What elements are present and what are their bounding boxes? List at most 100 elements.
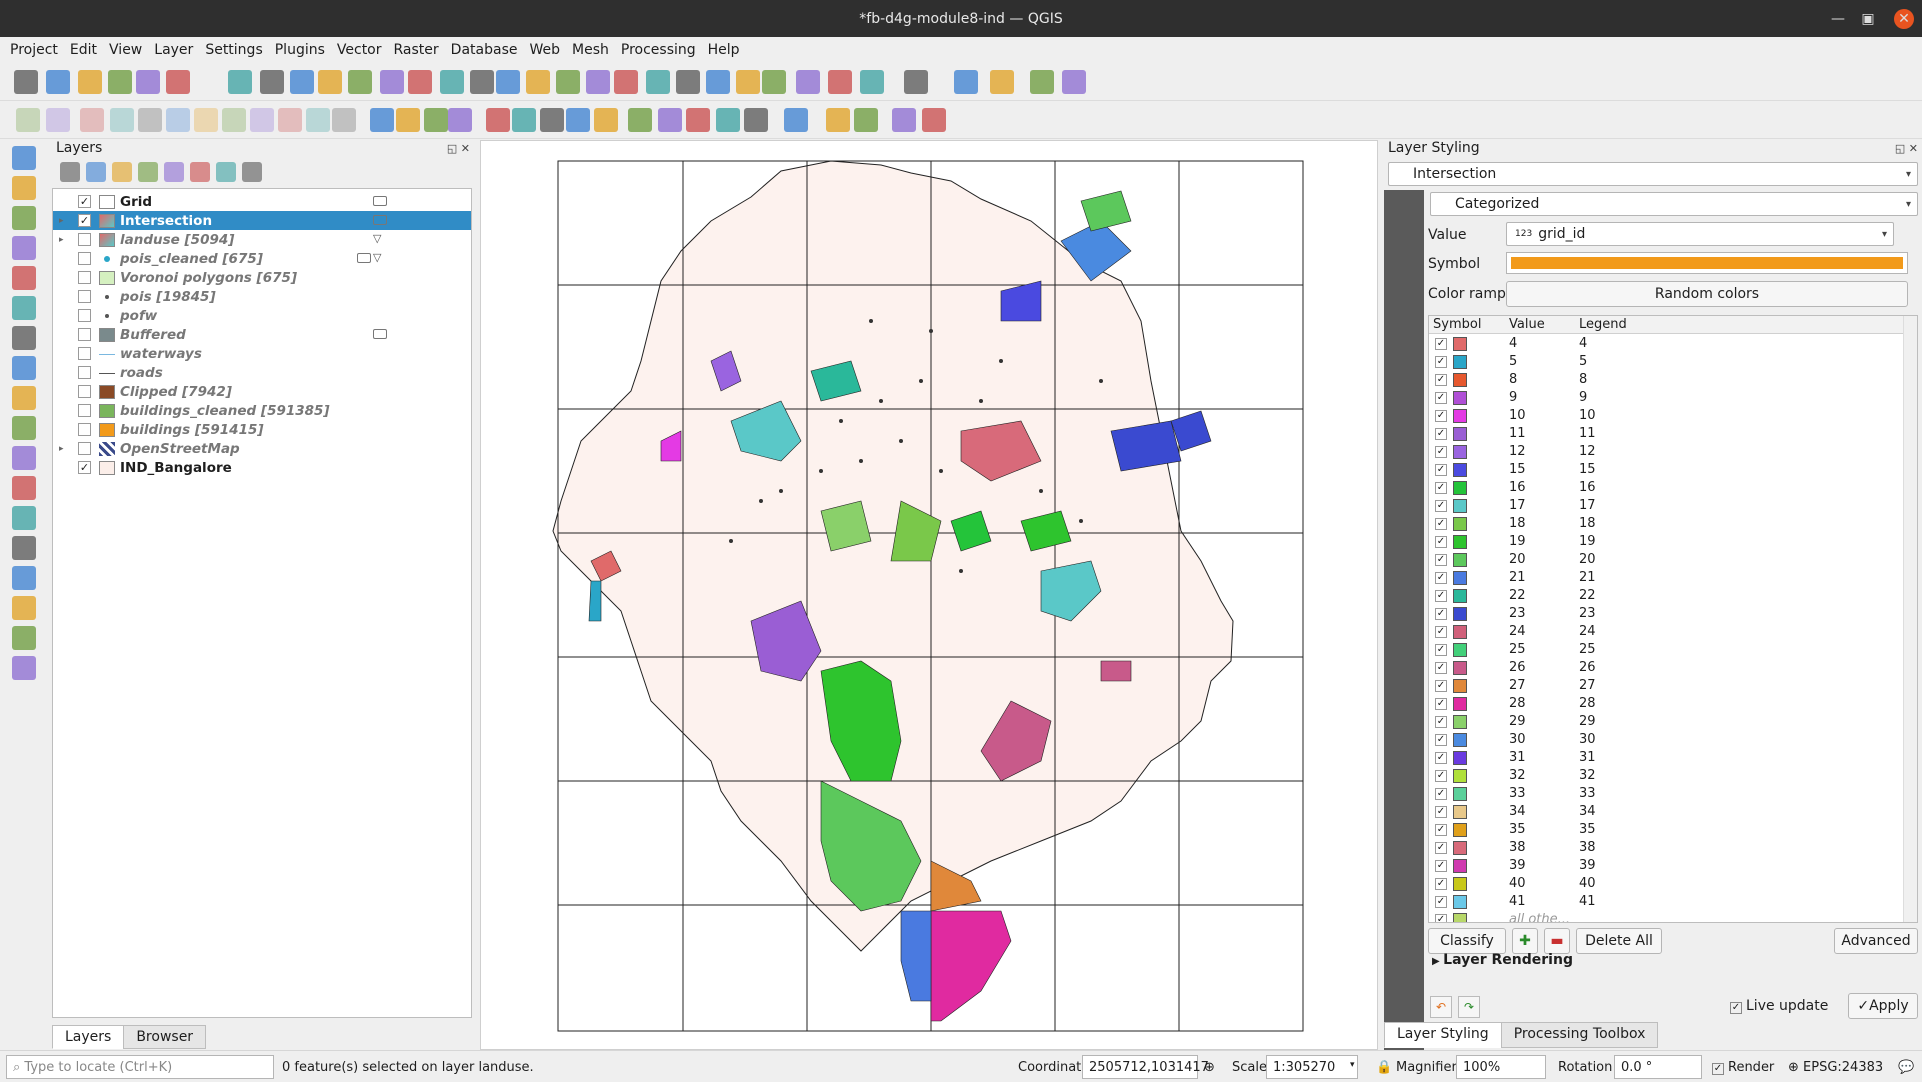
layer-row-grid[interactable]: ✓ Grid — [53, 192, 471, 211]
category-row[interactable]: ✓ 5 5 — [1429, 353, 1903, 371]
category-row[interactable]: ✓ 9 9 — [1429, 389, 1903, 407]
category-swatch[interactable] — [1453, 355, 1467, 369]
layer-visibility-checkbox[interactable] — [78, 290, 91, 303]
category-row[interactable]: ✓ 29 29 — [1429, 713, 1903, 731]
add-vector-icon[interactable] — [12, 326, 36, 350]
change-label-icon[interactable] — [540, 108, 564, 132]
category-swatch[interactable] — [1453, 499, 1467, 513]
data-source-manager-icon[interactable] — [12, 146, 36, 170]
layer-rendering-section[interactable]: ▶ Layer Rendering — [1432, 952, 1573, 968]
category-row[interactable]: ✓ 22 22 — [1429, 587, 1903, 605]
temporal-icon[interactable] — [586, 70, 610, 94]
info-icon[interactable] — [716, 108, 740, 132]
paste-icon[interactable] — [278, 108, 302, 132]
layer-row-pois[interactable]: pois [19845] — [53, 287, 471, 306]
category-checkbox[interactable]: ✓ — [1435, 392, 1447, 404]
style-panel-icon[interactable] — [60, 162, 80, 182]
layer-row-openstreetmap[interactable]: ▸ OpenStreetMap — [53, 439, 471, 458]
category-row[interactable]: ✓ 16 16 — [1429, 479, 1903, 497]
category-row[interactable]: ✓ 27 27 — [1429, 677, 1903, 695]
remove-layer-icon[interactable] — [242, 162, 262, 182]
save-edits-icon[interactable] — [80, 108, 104, 132]
coordinate-field[interactable]: 2505712,1031417 — [1082, 1055, 1209, 1079]
category-checkbox[interactable]: ✓ — [1435, 734, 1447, 746]
openlayers-icon[interactable] — [628, 108, 652, 132]
category-swatch[interactable] — [1453, 553, 1467, 567]
visibility-icon[interactable] — [112, 162, 132, 182]
layer-row-clipped[interactable]: Clipped [7942] — [53, 382, 471, 401]
category-checkbox[interactable]: ✓ — [1435, 824, 1447, 836]
search-plugin-icon[interactable] — [892, 108, 916, 132]
python-icon[interactable] — [658, 108, 682, 132]
zoom-full-icon[interactable] — [348, 70, 372, 94]
layer-row-intersection[interactable]: ▸ ✓ Intersection — [53, 211, 471, 230]
add-group-icon[interactable] — [86, 162, 106, 182]
category-swatch[interactable] — [1453, 715, 1467, 729]
layer-visibility-checkbox[interactable]: ✓ — [78, 214, 91, 227]
layer-row-roads[interactable]: roads — [53, 363, 471, 382]
category-checkbox[interactable]: ✓ — [1435, 644, 1447, 656]
locator-input[interactable]: ⌕ Type to locate (Ctrl+K) — [6, 1055, 274, 1079]
annotation-icon[interactable] — [860, 70, 884, 94]
layer-visibility-checkbox[interactable] — [78, 385, 91, 398]
category-checkbox[interactable]: ✓ — [1435, 860, 1447, 872]
undo-icon[interactable]: ↶ — [1430, 996, 1452, 1018]
layer-row-buffered[interactable]: Buffered — [53, 325, 471, 344]
category-checkbox[interactable]: ✓ — [1435, 806, 1447, 818]
layer-visibility-checkbox[interactable] — [78, 252, 91, 265]
layer-visibility-checkbox[interactable] — [78, 233, 91, 246]
measure-icon[interactable] — [796, 70, 820, 94]
category-swatch[interactable] — [1453, 769, 1467, 783]
category-checkbox[interactable]: ✓ — [1435, 374, 1447, 386]
pin-label-icon[interactable] — [424, 108, 448, 132]
category-row[interactable]: ✓ 32 32 — [1429, 767, 1903, 785]
menu-layer[interactable]: Layer — [154, 42, 194, 58]
menu-settings[interactable]: Settings — [205, 42, 263, 58]
statistics-icon[interactable] — [762, 70, 786, 94]
crs-button[interactable]: ⊕ EPSG:24383 — [1788, 1060, 1884, 1075]
style-manager-icon[interactable] — [166, 70, 190, 94]
quickmap-icon[interactable] — [744, 108, 768, 132]
col-symbol[interactable]: Symbol — [1433, 317, 1482, 332]
render-checkbox[interactable]: ✓ Render — [1712, 1060, 1775, 1075]
category-checkbox[interactable]: ✓ — [1435, 338, 1447, 350]
category-row[interactable]: ✓ 4 4 — [1429, 335, 1903, 353]
add-postgis-icon[interactable] — [12, 446, 36, 470]
category-swatch[interactable] — [1453, 697, 1467, 711]
category-row[interactable]: ✓ 41 41 — [1429, 893, 1903, 911]
globe-icon[interactable] — [686, 108, 710, 132]
tab-processing-toolbox[interactable]: Processing Toolbox — [1500, 1022, 1659, 1048]
category-checkbox[interactable]: ✓ — [1435, 446, 1447, 458]
category-row[interactable]: ✓ 31 31 — [1429, 749, 1903, 767]
toggle-editing-icon[interactable] — [46, 108, 70, 132]
panel-float-close-icons[interactable]: ◱ ✕ — [446, 142, 470, 155]
category-swatch[interactable] — [1453, 463, 1467, 477]
new-project-icon[interactable] — [14, 70, 38, 94]
category-row[interactable]: ✓ 35 35 — [1429, 821, 1903, 839]
layer-visibility-checkbox[interactable] — [78, 347, 91, 360]
open-project-icon[interactable] — [46, 70, 70, 94]
category-swatch[interactable] — [1453, 841, 1467, 855]
expand-all-icon[interactable] — [190, 162, 210, 182]
pan-to-selection-icon[interactable] — [260, 70, 284, 94]
category-row[interactable]: ✓ 21 21 — [1429, 569, 1903, 587]
category-checkbox[interactable]: ✓ — [1435, 752, 1447, 764]
move-label-icon[interactable] — [486, 108, 510, 132]
embedded-widget-indicator-icon[interactable] — [373, 215, 387, 225]
layer-visibility-checkbox[interactable]: ✓ — [78, 461, 91, 474]
category-row[interactable]: ✓ 33 33 — [1429, 785, 1903, 803]
menu-project[interactable]: Project — [10, 42, 58, 58]
menu-help[interactable]: Help — [707, 42, 740, 58]
messages-icon[interactable]: 💬 — [1898, 1060, 1915, 1075]
embedded-widget-indicator-icon[interactable] — [373, 329, 387, 339]
chevron-down-icon[interactable]: ▾ — [1350, 1060, 1355, 1070]
zoom-out-icon[interactable] — [318, 70, 342, 94]
category-checkbox[interactable]: ✓ — [1435, 500, 1447, 512]
coordinate-toggle-icon[interactable]: ⊕ — [1204, 1060, 1215, 1075]
menu-raster[interactable]: Raster — [393, 42, 439, 58]
layer-row-buildings_cleaned[interactable]: buildings_cleaned [591385] — [53, 401, 471, 420]
category-checkbox[interactable]: ✓ — [1435, 662, 1447, 674]
new-geopackage-icon[interactable] — [12, 176, 36, 200]
pan-icon[interactable] — [228, 70, 252, 94]
menu-edit[interactable]: Edit — [69, 42, 98, 58]
